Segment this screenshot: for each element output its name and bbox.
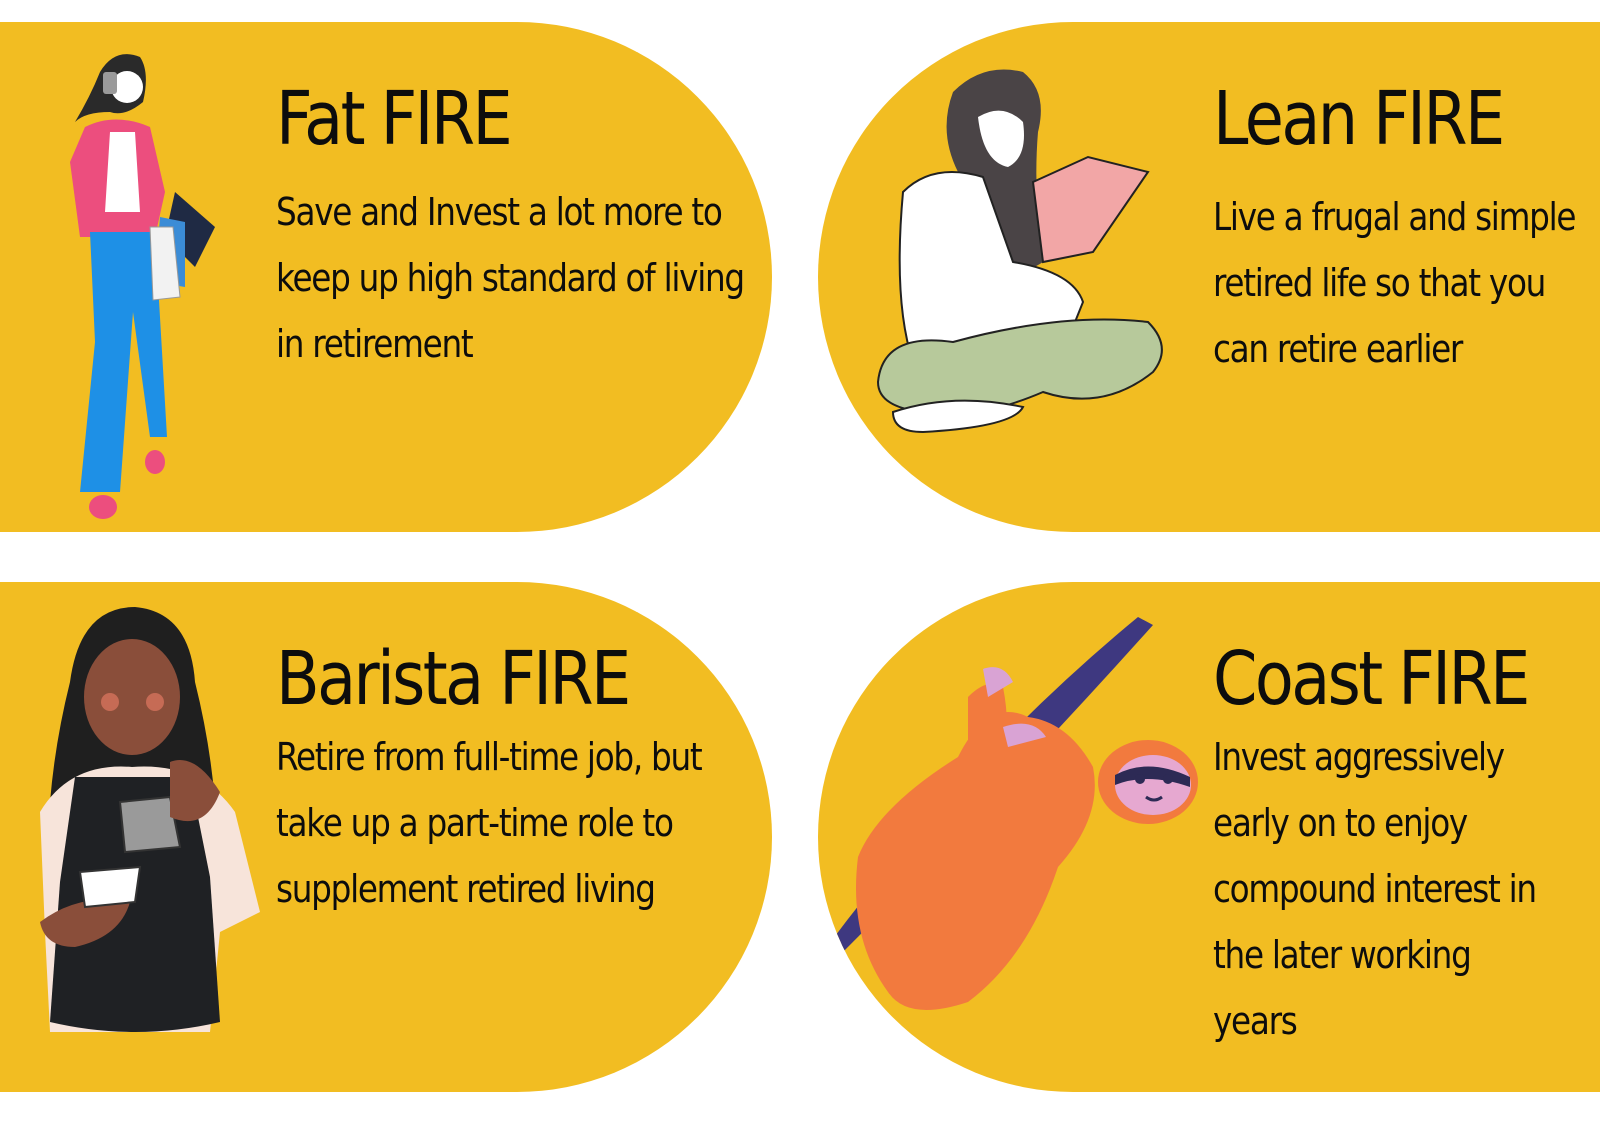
card-title: Coast FIRE <box>1213 636 1530 722</box>
card-description: Invest aggressively early on to enjoy co… <box>1213 735 1537 1043</box>
card-title: Fat FIRE <box>276 76 513 162</box>
card-description: Retire from full-time job, but take up a… <box>276 735 703 911</box>
card-title: Lean FIRE <box>1213 76 1505 162</box>
card-barista-fire: Barista FIRE Retire from full-time job, … <box>0 582 772 1092</box>
sloth-icon <box>823 617 1198 1010</box>
card-description: Live a frugal and simple retired life so… <box>1213 195 1576 371</box>
reading-woman-icon <box>876 69 1163 434</box>
shopping-woman-icon <box>70 54 215 519</box>
card-coast-fire: Coast FIRE Invest aggressively early on … <box>818 582 1600 1092</box>
card-title: Barista FIRE <box>276 636 631 722</box>
card-description: Save and Invest a lot more to keep up hi… <box>276 190 745 366</box>
card-lean-fire: Lean FIRE Live a frugal and simple retir… <box>818 22 1600 532</box>
barista-woman-icon <box>40 607 260 1032</box>
card-fat-fire: Fat FIRE Save and Invest a lot more to k… <box>0 22 772 532</box>
